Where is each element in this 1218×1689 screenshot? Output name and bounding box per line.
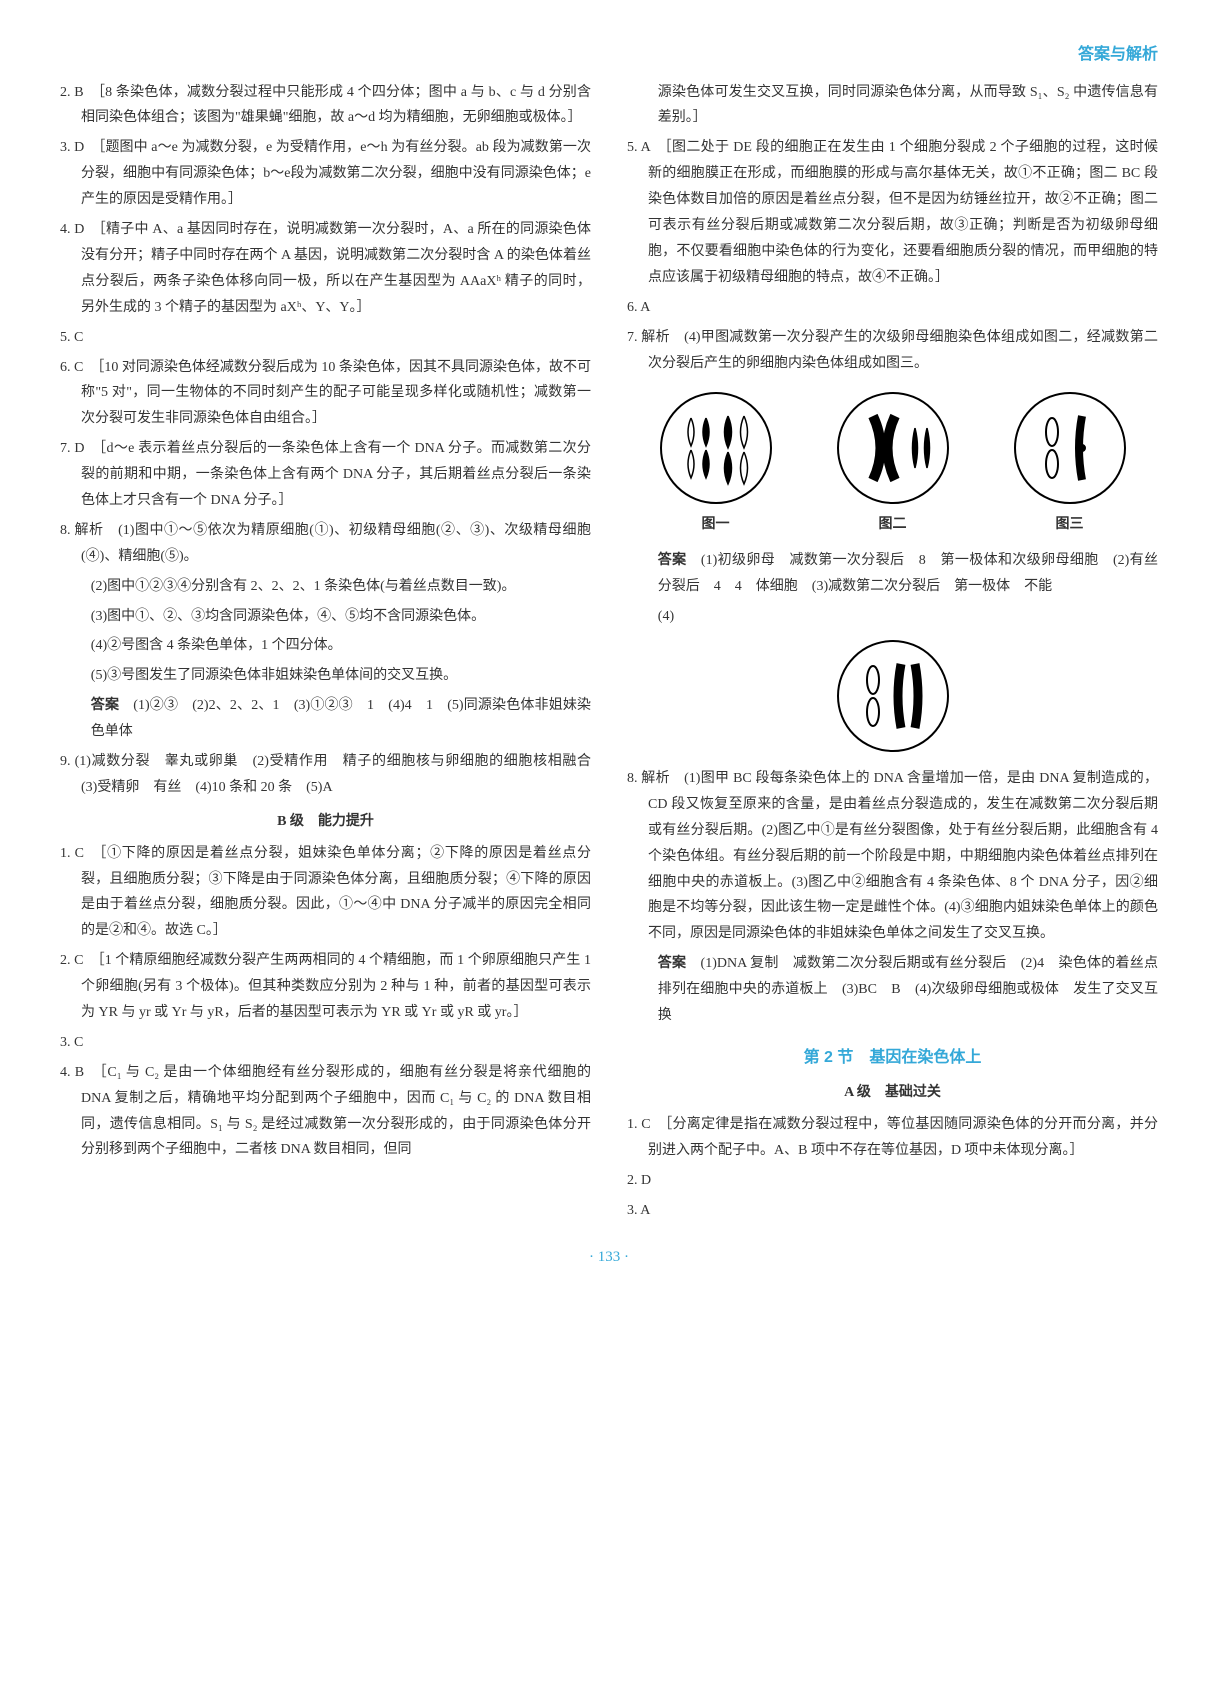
answer-item: 1. C ［分离定律是指在减数分裂过程中，等位基因随同源染色体的分开而分离，并分… bbox=[627, 1112, 1158, 1164]
cell-diagram-4-wrapper bbox=[627, 636, 1158, 756]
answer-final: 答案 (1)DNA 复制 减数第二次分裂后期或有丝分裂后 (2)4 染色体的着丝… bbox=[627, 951, 1158, 1029]
answer-item: 9. (1)减数分裂 睾丸或卵巢 (2)受精作用 精子的细胞核与卵细胞的细胞核相… bbox=[60, 749, 591, 801]
fig-3-label: 图三 bbox=[1056, 512, 1084, 538]
right-column: 源染色体可发生交叉互换，同时同源染色体分离，从而导致 S₁、S₂ 中遗传信息有差… bbox=[627, 80, 1158, 1228]
level-b-title: B 级 能力提升 bbox=[60, 809, 591, 835]
page-number: · 133 · bbox=[60, 1244, 1158, 1272]
answer-item: 6. C ［10 对同源染色体经减数分裂后成为 10 条染色体，因其不具同源染色… bbox=[60, 355, 591, 433]
fig-2-label: 图二 bbox=[879, 512, 907, 538]
answer-subitem: (5)③号图发生了同源染色体非姐妹染色单体间的交叉互换。 bbox=[60, 663, 591, 689]
answer-label: 答案 bbox=[658, 956, 686, 971]
answer-item: 2. D bbox=[627, 1168, 1158, 1194]
answer-label: 答案 bbox=[658, 553, 687, 568]
answer-label: 答案 bbox=[91, 698, 119, 713]
answer-text: (1)初级卵母 减数第一次分裂后 8 第一极体和次级卵母细胞 (2)有丝分裂后 … bbox=[658, 553, 1158, 594]
fig-1-label: 图一 bbox=[702, 512, 730, 538]
answer-item: 7. D ［d～e 表示着丝点分裂后的一条染色体上含有一个 DNA 分子。而减数… bbox=[60, 436, 591, 514]
section-2-title: 第 2 节 基因在染色体上 bbox=[627, 1043, 1158, 1073]
answer-subitem: (4)②号图含 4 条染色单体，1 个四分体。 bbox=[60, 633, 591, 659]
cell-diagram-row bbox=[627, 388, 1158, 508]
answer-item: 4. B ［C₁ 与 C₂ 是由一个体细胞经有丝分裂形成的，细胞有丝分裂是将亲代… bbox=[60, 1060, 591, 1164]
figure-labels: 图一 图二 图三 bbox=[627, 512, 1158, 538]
answer-item: 8. 解析 (1)图中①～⑤依次为精原细胞(①)、初级精母细胞(②、③)、次级精… bbox=[60, 518, 591, 570]
answer-item: 5. C bbox=[60, 325, 591, 351]
answer-item: 7. 解析 (4)甲图减数第一次分裂产生的次级卵母细胞染色体组成如图二，经减数第… bbox=[627, 325, 1158, 377]
answer-item: 2. B ［8 条染色体，减数分裂过程中只能形成 4 个四分体；图中 a 与 b… bbox=[60, 80, 591, 132]
answer-item: 6. A bbox=[627, 295, 1158, 321]
cell-diagram-2-icon bbox=[833, 388, 953, 508]
answer-subitem: (3)图中①、②、③均含同源染色体，④、⑤均不含同源染色体。 bbox=[60, 604, 591, 630]
cell-diagram-3-icon bbox=[1010, 388, 1130, 508]
cell-diagram-1-icon bbox=[656, 388, 776, 508]
answer-continuation: 源染色体可发生交叉互换，同时同源染色体分离，从而导致 S₁、S₂ 中遗传信息有差… bbox=[627, 80, 1158, 132]
answer-text: (1)DNA 复制 减数第二次分裂后期或有丝分裂后 (2)4 染色体的着丝点排列… bbox=[658, 956, 1158, 1023]
answer-final: 答案 (1)初级卵母 减数第一次分裂后 8 第一极体和次级卵母细胞 (2)有丝分… bbox=[627, 548, 1158, 600]
answer-item: 3. A bbox=[627, 1198, 1158, 1224]
answer-item: 2. C ［1 个精原细胞经减数分裂产生两两相同的 4 个精细胞，而 1 个卵原… bbox=[60, 948, 591, 1026]
answer-item: 1. C ［①下降的原因是着丝点分裂，姐妹染色单体分离；②下降的原因是着丝点分裂… bbox=[60, 841, 591, 945]
answer-text: (1)②③ (2)2、2、2、1 (3)①②③ 1 (4)4 1 (5)同源染色… bbox=[91, 698, 591, 739]
level-a-title: A 级 基础过关 bbox=[627, 1080, 1158, 1106]
answer-item: 3. C bbox=[60, 1030, 591, 1056]
page-header: 答案与解析 bbox=[60, 40, 1158, 70]
answer-subitem: (4) bbox=[627, 604, 1158, 630]
left-column: 2. B ［8 条染色体，减数分裂过程中只能形成 4 个四分体；图中 a 与 b… bbox=[60, 80, 591, 1228]
answer-item: 5. A ［图二处于 DE 段的细胞正在发生由 1 个细胞分裂成 2 个子细胞的… bbox=[627, 135, 1158, 290]
answer-item: 4. D ［精子中 A、a 基因同时存在，说明减数第一次分裂时，A、a 所在的同… bbox=[60, 217, 591, 321]
answer-item: 3. D ［题图中 a～e 为减数分裂，e 为受精作用，e～h 为有丝分裂。ab… bbox=[60, 135, 591, 213]
answer-item: 8. 解析 (1)图甲 BC 段每条染色体上的 DNA 含量增加一倍，是由 DN… bbox=[627, 766, 1158, 947]
answer-final: 答案 (1)②③ (2)2、2、2、1 (3)①②③ 1 (4)4 1 (5)同… bbox=[60, 693, 591, 745]
two-column-layout: 2. B ［8 条染色体，减数分裂过程中只能形成 4 个四分体；图中 a 与 b… bbox=[60, 80, 1158, 1228]
answer-subitem: (2)图中①②③④分别含有 2、2、2、1 条染色体(与着丝点数目一致)。 bbox=[60, 574, 591, 600]
cell-diagram-4-icon bbox=[833, 636, 953, 756]
